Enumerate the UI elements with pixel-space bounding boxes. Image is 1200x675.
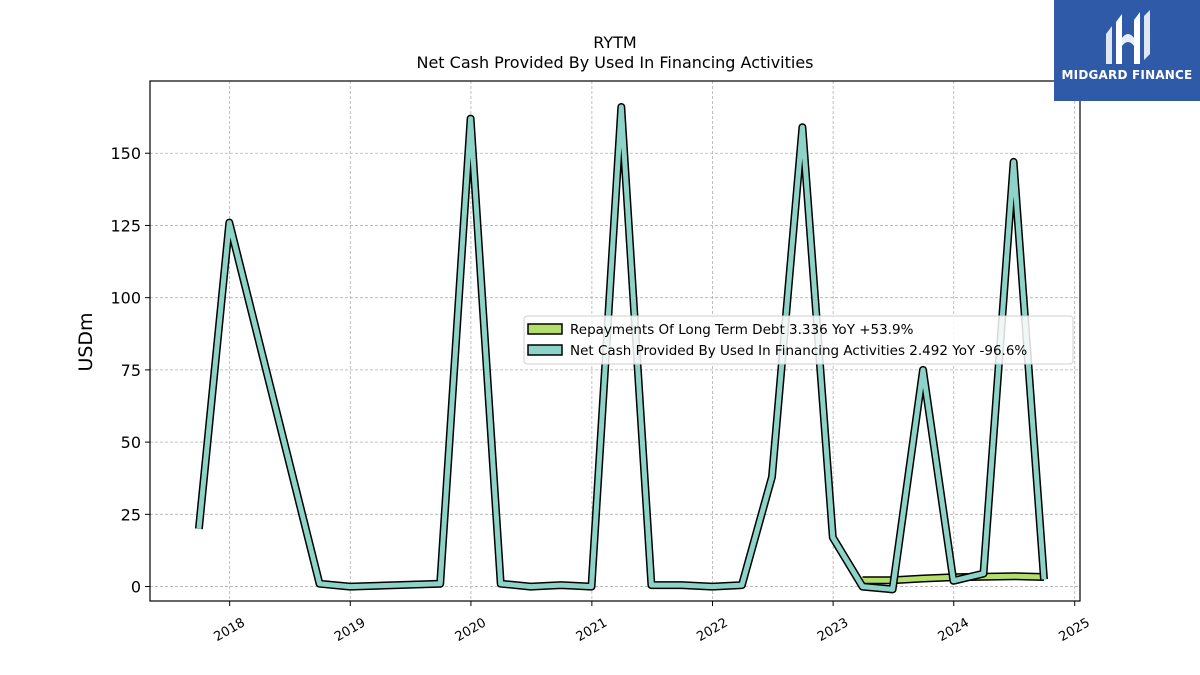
x-tick-label: 2018	[211, 615, 247, 645]
y-tick-label: 25	[121, 505, 141, 524]
y-tick-label: 50	[121, 433, 141, 452]
series-layer	[194, 103, 1048, 594]
x-tick-label: 2020	[453, 615, 489, 645]
legend-swatch	[527, 344, 563, 356]
x-axis: 2018 2019 2020 2021 2022 2023 2024 2025	[211, 601, 1093, 645]
y-axis-label: USDm	[75, 312, 97, 371]
brand-logo: MIDGARD FINANCE	[1054, 0, 1200, 101]
x-tick-label: 2023	[815, 615, 851, 645]
y-tick-label: 100	[110, 289, 141, 308]
legend-swatch	[527, 323, 563, 335]
legend-entry: Repayments Of Long Term Debt 3.336 YoY +…	[570, 322, 914, 338]
y-tick-label: 75	[121, 361, 141, 380]
x-tick-label: 2025	[1057, 615, 1093, 645]
logo-text: MIDGARD FINANCE	[1061, 68, 1193, 82]
y-tick-label: 150	[110, 144, 141, 163]
y-tick-label: 0	[131, 578, 141, 597]
legend-entry: Net Cash Provided By Used In Financing A…	[570, 343, 1027, 359]
y-axis: 0 25 50 75 100 125 150	[110, 144, 150, 597]
x-tick-label: 2022	[694, 615, 730, 645]
chart-title: RYTM	[593, 33, 636, 52]
logo-mark-icon	[1106, 10, 1150, 64]
legend: Repayments Of Long Term Debt 3.336 YoY +…	[523, 315, 1074, 365]
x-tick-label: 2021	[574, 615, 610, 645]
chart-subtitle: Net Cash Provided By Used In Financing A…	[416, 53, 813, 72]
legend-box	[523, 315, 1074, 365]
x-tick-label: 2019	[332, 615, 368, 645]
plot-frame	[149, 80, 1081, 602]
y-tick-label: 125	[110, 216, 141, 235]
x-tick-label: 2024	[936, 615, 972, 645]
